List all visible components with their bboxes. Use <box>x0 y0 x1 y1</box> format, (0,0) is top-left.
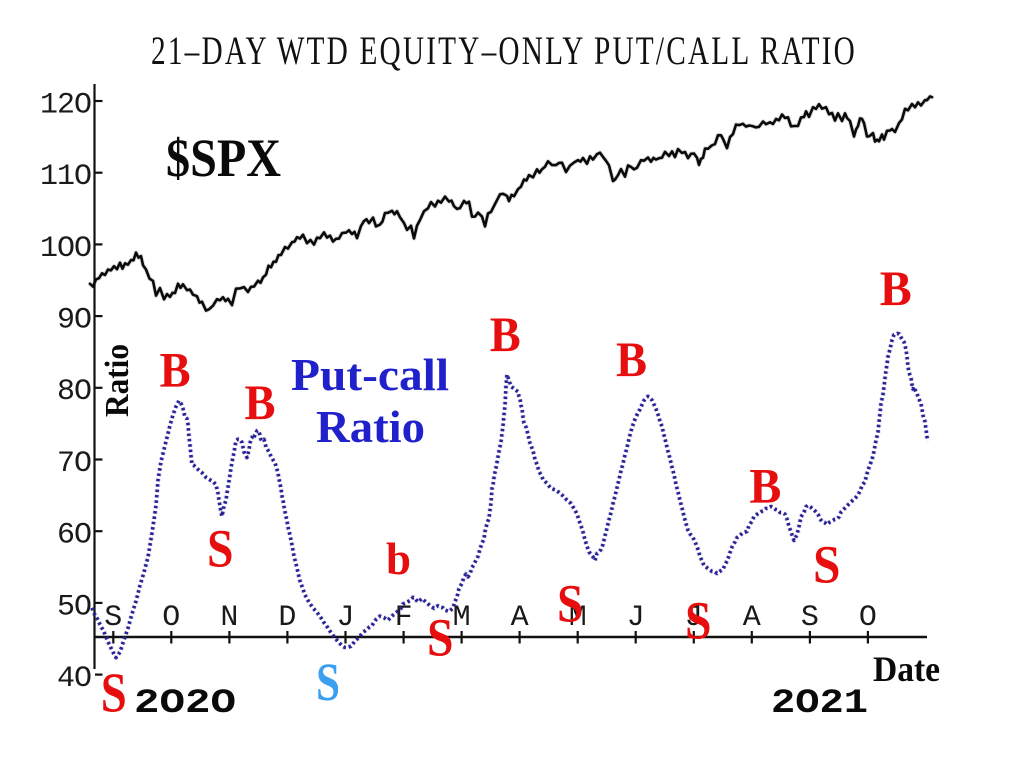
svg-text:Ratio: Ratio <box>99 344 136 417</box>
svg-text:B: B <box>490 306 521 362</box>
svg-text:B: B <box>749 457 781 513</box>
svg-text:12O: 12O <box>40 88 91 122</box>
svg-text:S: S <box>104 601 122 635</box>
svg-text:7O: 7O <box>57 447 91 481</box>
svg-text:S: S <box>427 608 454 668</box>
svg-text:S: S <box>801 601 819 635</box>
svg-text:O: O <box>162 601 180 635</box>
svg-text:S: S <box>207 519 234 579</box>
svg-text:A: A <box>511 601 529 635</box>
svg-text:Date: Date <box>873 649 940 689</box>
svg-text:S: S <box>813 535 841 595</box>
svg-text:O: O <box>859 601 877 635</box>
svg-text:J: J <box>627 601 645 635</box>
svg-text:B: B <box>880 260 912 316</box>
svg-text:S: S <box>316 652 340 712</box>
svg-text:21–DAY WTD EQUITY–ONLY PUT/CAL: 21–DAY WTD EQUITY–ONLY PUT/CALL RATIO <box>151 28 857 73</box>
svg-text:S: S <box>557 574 584 634</box>
svg-text:9O: 9O <box>57 304 91 338</box>
svg-text:J: J <box>685 601 703 635</box>
svg-text:J: J <box>336 601 354 635</box>
svg-text:B: B <box>616 331 647 387</box>
svg-text:Ratio: Ratio <box>316 401 425 452</box>
svg-text:1OO: 1OO <box>40 232 91 266</box>
svg-text:N: N <box>220 601 238 635</box>
svg-text:5O: 5O <box>57 590 91 624</box>
svg-text:Put-call: Put-call <box>291 349 449 400</box>
svg-text:B: B <box>245 374 276 430</box>
svg-text:S: S <box>685 591 712 651</box>
svg-text:2O21: 2O21 <box>771 685 868 723</box>
svg-text:b: b <box>386 533 411 584</box>
svg-text:A: A <box>743 601 761 635</box>
svg-text:2O2O: 2O2O <box>134 685 236 723</box>
svg-text:D: D <box>278 601 296 635</box>
svg-text:M: M <box>453 601 471 635</box>
svg-text:11O: 11O <box>40 160 91 194</box>
svg-text:8O: 8O <box>57 375 91 409</box>
svg-text:4O: 4O <box>57 662 91 696</box>
svg-text:$SPX: $SPX <box>166 128 281 188</box>
svg-text:M: M <box>569 601 587 635</box>
svg-text:S: S <box>101 663 127 725</box>
svg-text:F: F <box>395 601 413 635</box>
svg-text:B: B <box>160 342 191 398</box>
svg-text:6O: 6O <box>57 519 91 553</box>
